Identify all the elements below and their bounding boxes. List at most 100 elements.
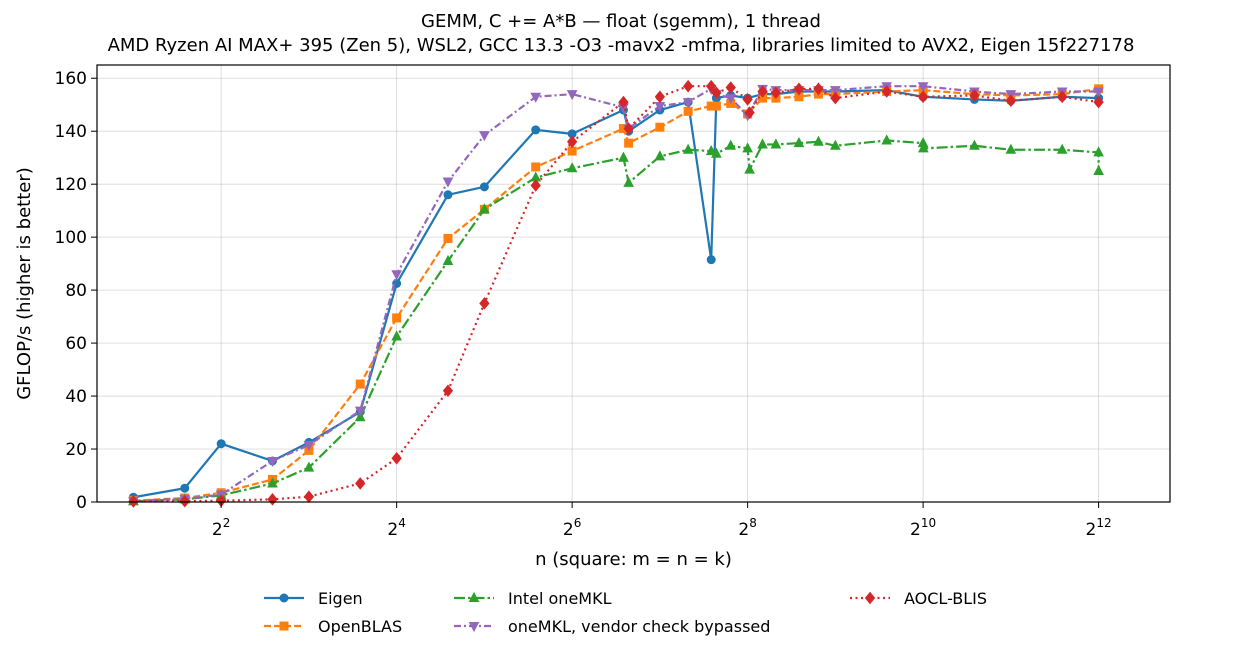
series-layer bbox=[128, 79, 1104, 508]
data-point bbox=[881, 85, 892, 98]
y-tick-label: 0 bbox=[76, 493, 87, 513]
x-tick-base: 2 bbox=[1086, 520, 1097, 540]
x-tick-base: 2 bbox=[563, 520, 574, 540]
series-line bbox=[133, 87, 1099, 502]
data-point bbox=[1057, 90, 1068, 104]
data-point bbox=[969, 89, 980, 102]
data-point bbox=[1093, 95, 1104, 109]
data-point bbox=[180, 483, 190, 493]
data-point bbox=[830, 91, 841, 105]
x-tick-exponent: 8 bbox=[749, 516, 757, 530]
x-tick-label: 212 bbox=[1086, 516, 1112, 540]
data-point bbox=[711, 86, 722, 100]
series-eigen bbox=[128, 85, 1104, 502]
y-axis-label: GFLOP/s (higher is better) bbox=[14, 167, 35, 400]
data-point bbox=[744, 106, 755, 119]
data-point bbox=[1056, 143, 1068, 154]
legend-swatch bbox=[454, 591, 494, 602]
data-point bbox=[530, 92, 542, 103]
data-point bbox=[303, 441, 315, 452]
chart-legend: Eigen OpenBLAS Intel oneMKL oneMKL, vendor … bbox=[262, 586, 1022, 646]
data-point bbox=[742, 93, 753, 106]
data-point bbox=[566, 135, 578, 149]
legend-label: Eigen bbox=[318, 588, 363, 608]
data-point bbox=[442, 254, 454, 265]
data-point bbox=[711, 101, 721, 111]
data-point bbox=[354, 406, 366, 417]
data-point bbox=[391, 330, 402, 341]
data-point bbox=[391, 452, 402, 465]
x-tick-label: 24 bbox=[387, 516, 405, 540]
data-point bbox=[618, 95, 629, 109]
data-point bbox=[813, 135, 824, 146]
data-point bbox=[683, 106, 693, 116]
x-tick-base: 2 bbox=[387, 520, 398, 540]
legend-item: Eigen bbox=[262, 586, 363, 610]
legend-label: Intel oneMKL bbox=[508, 588, 612, 608]
data-point bbox=[1005, 94, 1016, 108]
data-point bbox=[267, 477, 278, 488]
data-point bbox=[918, 142, 929, 153]
data-point bbox=[706, 79, 717, 93]
legend-swatch bbox=[850, 591, 890, 605]
legend-marker bbox=[468, 622, 480, 633]
data-point bbox=[623, 176, 634, 187]
x-tick-base: 2 bbox=[738, 520, 749, 540]
data-point bbox=[355, 477, 366, 490]
y-tick-label: 60 bbox=[65, 334, 87, 354]
data-point bbox=[1093, 146, 1104, 157]
legend-marker bbox=[468, 591, 480, 602]
data-point bbox=[267, 456, 278, 468]
data-point bbox=[793, 137, 805, 148]
data-point bbox=[917, 82, 929, 93]
data-point bbox=[442, 177, 454, 188]
y-tick-label: 100 bbox=[55, 228, 87, 248]
data-point bbox=[725, 94, 737, 105]
data-point bbox=[391, 270, 402, 281]
data-point bbox=[682, 79, 694, 93]
grid-lines bbox=[97, 65, 1170, 503]
legend-item: Intel oneMKL bbox=[452, 586, 612, 610]
legend-item: AOCL-BLIS bbox=[848, 586, 987, 610]
x-tick-exponent: 10 bbox=[921, 516, 936, 530]
series-line bbox=[133, 85, 1099, 503]
data-point bbox=[654, 90, 666, 104]
legend-item: oneMKL, vendor check bypassed bbox=[452, 614, 770, 638]
x-tick-exponent: 2 bbox=[223, 516, 231, 530]
legend-marker bbox=[279, 593, 289, 603]
x-tick-label: 22 bbox=[212, 516, 230, 540]
series-openblas bbox=[128, 84, 1104, 506]
data-point bbox=[725, 81, 736, 94]
plot-frame bbox=[96, 64, 1171, 503]
legend-item: OpenBLAS bbox=[262, 614, 402, 638]
data-point bbox=[355, 379, 365, 389]
data-point bbox=[392, 313, 402, 323]
data-point bbox=[711, 147, 722, 158]
data-point bbox=[655, 122, 665, 132]
legend-label: AOCL-BLIS bbox=[904, 588, 988, 608]
data-point bbox=[303, 461, 315, 472]
x-axis-ticks: 22 24 26 28 210 212 bbox=[212, 502, 1112, 540]
x-tick-base: 2 bbox=[212, 520, 223, 540]
x-tick-label: 210 bbox=[910, 516, 936, 540]
data-point bbox=[303, 490, 315, 503]
data-point bbox=[179, 494, 190, 508]
series-line bbox=[133, 85, 1099, 503]
data-point bbox=[566, 90, 578, 101]
x-tick-exponent: 6 bbox=[574, 516, 582, 530]
x-tick-label: 28 bbox=[738, 516, 756, 540]
data-point bbox=[1005, 143, 1017, 154]
chart-title: GEMM, C += A*B — float (sgemm), 1 thread bbox=[421, 11, 821, 32]
data-point bbox=[479, 203, 490, 214]
data-point bbox=[725, 139, 737, 150]
series-line bbox=[133, 139, 1100, 503]
y-tick-label: 20 bbox=[65, 440, 87, 460]
data-point bbox=[830, 139, 841, 150]
data-point bbox=[757, 85, 768, 98]
data-point bbox=[793, 82, 805, 96]
y-tick-label: 40 bbox=[65, 387, 87, 407]
data-point bbox=[969, 139, 980, 150]
data-point bbox=[1093, 164, 1104, 175]
series-aocl-blis bbox=[128, 79, 1104, 508]
data-point bbox=[618, 151, 629, 162]
